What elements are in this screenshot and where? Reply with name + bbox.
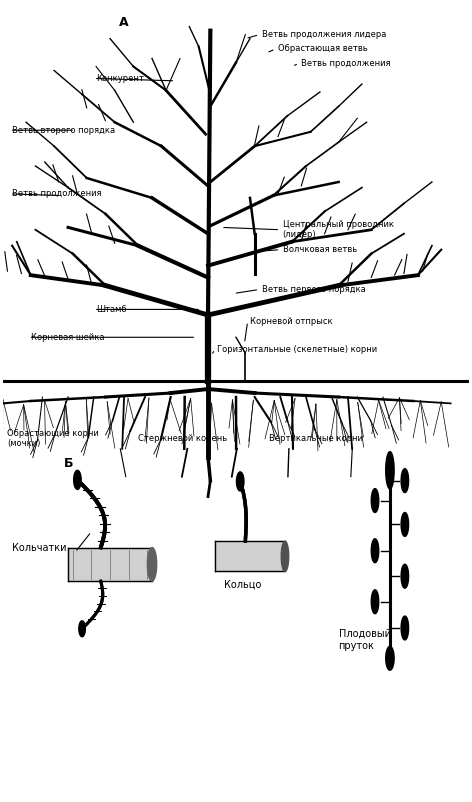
Text: Горизонтальные (скелетные) корни: Горизонтальные (скелетные) корни — [217, 345, 378, 354]
Text: Конкурент: Конкурент — [96, 74, 144, 83]
Polygon shape — [386, 646, 394, 670]
Text: Волчковая ветвь: Волчковая ветвь — [283, 245, 357, 254]
Text: Ветвь второго порядка: Ветвь второго порядка — [12, 126, 115, 135]
Text: Обрастающая ветвь: Обрастающая ветвь — [278, 44, 368, 54]
Text: Корневая шейка: Корневая шейка — [31, 333, 104, 342]
Polygon shape — [371, 488, 379, 512]
Polygon shape — [68, 548, 152, 581]
Text: А: А — [119, 16, 129, 29]
Polygon shape — [79, 621, 85, 637]
Polygon shape — [401, 512, 409, 537]
Polygon shape — [215, 541, 285, 572]
Text: Вертикальные корни: Вертикальные корни — [269, 434, 362, 443]
Polygon shape — [236, 472, 244, 491]
Polygon shape — [401, 565, 409, 588]
Polygon shape — [281, 541, 289, 572]
Polygon shape — [386, 452, 394, 489]
Text: Ветвь первого порядка: Ветвь первого порядка — [261, 285, 365, 294]
Text: Ветвь продолжения: Ветвь продолжения — [301, 59, 391, 68]
Polygon shape — [371, 539, 379, 563]
Polygon shape — [401, 468, 409, 492]
Text: Кольцо: Кольцо — [224, 579, 261, 589]
Text: Б: Б — [63, 457, 73, 470]
Polygon shape — [401, 616, 409, 640]
Text: Ветвь продолжения лидера: Ветвь продолжения лидера — [261, 30, 386, 39]
Text: Центральный проводник
(лидер): Центральный проводник (лидер) — [283, 220, 394, 240]
Text: Ветвь продолжения: Ветвь продолжения — [12, 189, 101, 198]
Polygon shape — [371, 589, 379, 614]
Text: Кольчатки: Кольчатки — [12, 543, 67, 553]
Text: Корневой отпрыск: Корневой отпрыск — [250, 317, 333, 326]
Text: Обрастающие корни
(мочки): Обрастающие корни (мочки) — [8, 429, 99, 448]
Polygon shape — [74, 470, 81, 489]
Text: Плодовый
пруток: Плодовый пруток — [338, 629, 391, 651]
Text: Стержневой корень: Стержневой корень — [138, 434, 227, 443]
Text: Штамб: Штамб — [96, 305, 126, 314]
Polygon shape — [147, 548, 157, 581]
